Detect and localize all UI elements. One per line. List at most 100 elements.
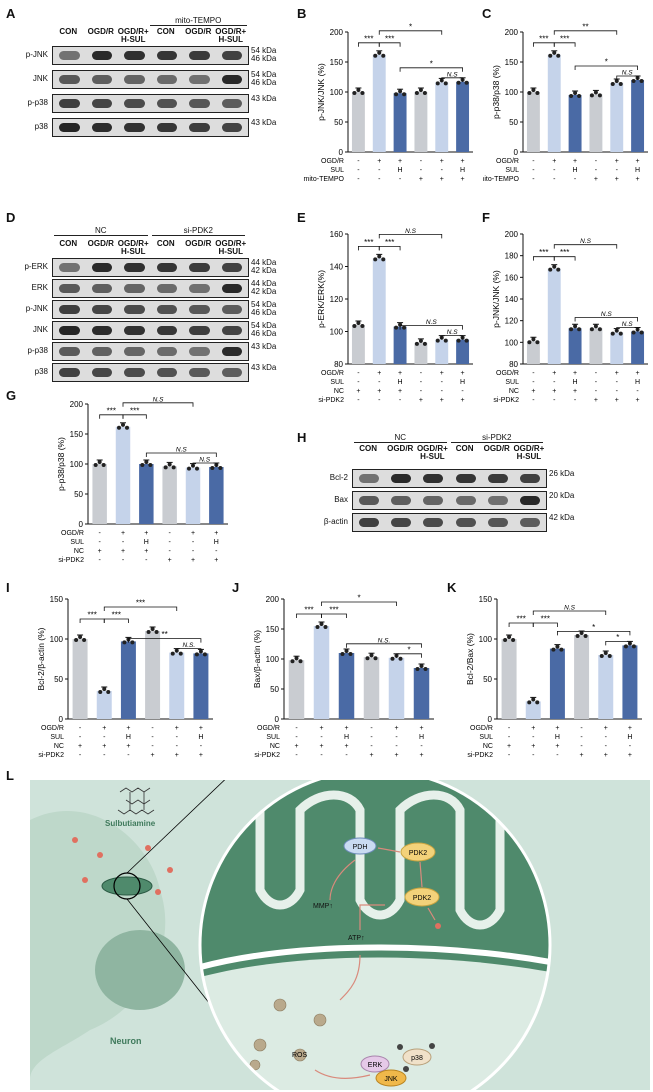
blot-lane-label: OGD/R	[387, 444, 414, 453]
data-point	[415, 667, 420, 671]
significance-bracket	[616, 327, 638, 332]
condition-value: +	[552, 158, 556, 165]
significance-label: ***	[364, 238, 373, 247]
condition-value: +	[398, 158, 402, 165]
significance-label: N.S	[426, 319, 438, 326]
data-point	[356, 321, 361, 325]
blot-band	[221, 347, 242, 356]
data-point	[623, 644, 628, 649]
data-point	[360, 324, 365, 328]
condition-value: +	[636, 370, 640, 377]
condition-value: -	[616, 379, 619, 386]
mmp-label: MMP↑	[313, 903, 333, 910]
condition-value: +	[199, 725, 203, 732]
condition-value: -	[595, 388, 598, 395]
bar	[526, 92, 540, 152]
blot-row-label: p38	[34, 367, 48, 376]
data-point	[577, 94, 582, 98]
blot-kda-label: 43 kDa	[251, 342, 277, 351]
jnk-label: JNK	[384, 1076, 398, 1083]
condition-label: OGD/R	[496, 370, 519, 377]
blot-band	[124, 368, 145, 377]
y-tick-label: 120	[505, 317, 519, 326]
data-point	[435, 81, 440, 86]
significance-bracket	[557, 631, 631, 636]
data-point	[394, 92, 399, 97]
data-point	[464, 80, 469, 85]
significance-bracket	[378, 42, 401, 47]
data-point	[78, 635, 83, 639]
data-point	[356, 88, 361, 92]
condition-label: mito-TEMPO	[483, 176, 520, 183]
condition-value: +	[615, 370, 619, 377]
condition-value: -	[192, 548, 195, 555]
significance-bracket	[321, 601, 397, 606]
data-point	[559, 647, 564, 652]
data-point	[456, 338, 461, 343]
significance-bracket	[553, 30, 618, 35]
significance-label: *	[407, 645, 410, 654]
bar	[598, 655, 614, 719]
condition-value: H	[419, 734, 424, 741]
significance-bracket	[321, 613, 347, 618]
condition-label: NC	[509, 388, 519, 395]
data-point	[618, 331, 623, 336]
bar	[526, 341, 540, 364]
p38-label: p38	[411, 1055, 423, 1062]
blot-band	[124, 284, 145, 293]
y-tick-label: 100	[330, 88, 344, 97]
condition-value: +	[461, 158, 465, 165]
significance-label: N.S	[622, 321, 634, 328]
significance-label: N.S	[447, 71, 459, 78]
y-tick-label: 140	[330, 263, 344, 272]
blot-band	[189, 305, 210, 314]
y-axis-label: p-p38/p38 (%)	[491, 65, 501, 119]
y-tick-label: 100	[505, 88, 519, 97]
data-point	[93, 463, 98, 467]
y-tick-label: 100	[479, 635, 493, 644]
condition-value: +	[636, 397, 640, 404]
condition-value: H	[398, 379, 403, 386]
blot-band	[519, 496, 540, 505]
bar	[610, 83, 624, 152]
blot-band	[189, 326, 210, 335]
y-tick-label: 150	[50, 595, 64, 604]
pdk2-node-bottom	[404, 887, 440, 907]
data-point	[527, 700, 532, 705]
condition-value: -	[127, 752, 130, 759]
condition-value: +	[419, 176, 423, 183]
blot-band	[221, 263, 242, 272]
significance-label: ***	[539, 248, 548, 257]
bar	[338, 653, 355, 719]
significance-bracket	[399, 325, 463, 330]
data-point	[202, 652, 207, 657]
significance-bracket	[296, 613, 322, 618]
blot-band	[156, 347, 177, 356]
y-tick-label: 200	[505, 230, 519, 239]
significance-bracket	[122, 414, 147, 419]
condition-value: -	[616, 388, 619, 395]
panel-label-i: I	[6, 580, 10, 595]
blot-row-label: p-ERK	[24, 262, 48, 271]
blot-lane-label: CON	[455, 444, 474, 453]
data-point	[599, 654, 604, 658]
bar	[547, 268, 561, 364]
blot-band	[124, 75, 145, 84]
data-point	[527, 91, 532, 95]
condition-value: +	[144, 530, 148, 537]
condition-value: +	[604, 752, 608, 759]
condition-value: +	[369, 752, 373, 759]
y-tick-label: 160	[330, 230, 344, 239]
data-point	[418, 338, 423, 343]
bar	[501, 639, 517, 719]
significance-label: **	[582, 22, 588, 31]
blot-band	[124, 123, 145, 132]
panel-label-j: J	[232, 580, 240, 595]
y-tick-label: 0	[59, 715, 64, 724]
data-point	[187, 466, 191, 471]
condition-value: -	[580, 725, 583, 732]
data-point	[150, 627, 155, 631]
significance-label: N.S	[176, 447, 188, 454]
cristae	[200, 790, 550, 930]
blot-band	[423, 496, 444, 505]
